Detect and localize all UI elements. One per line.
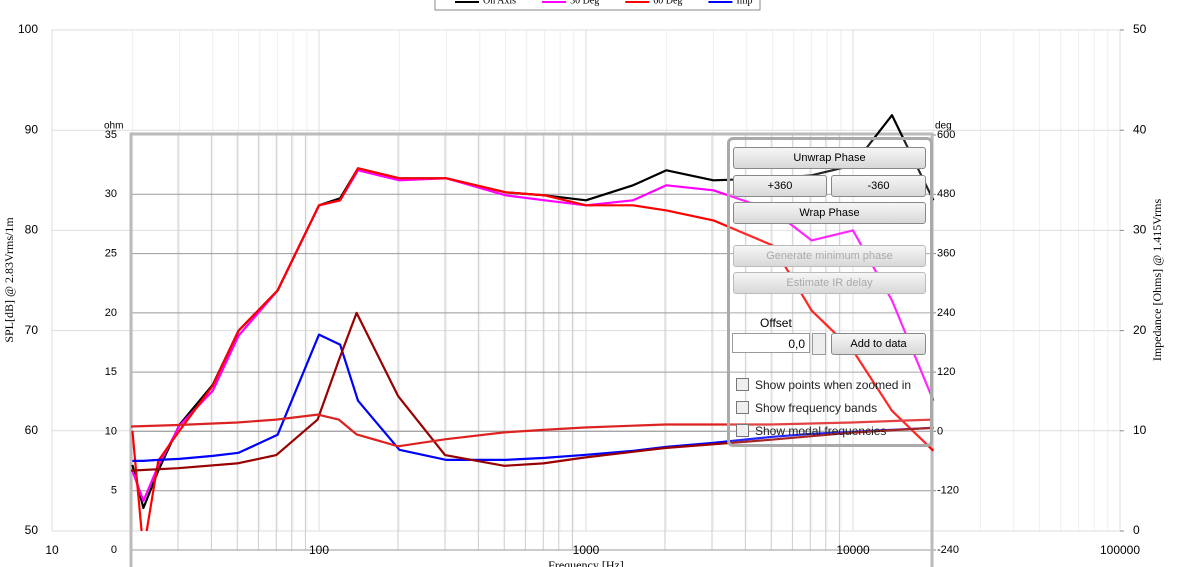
x-tick-label: 1000 (573, 543, 600, 557)
y-tick-label: 100 (18, 22, 38, 36)
series-line (132, 333, 934, 462)
y-tick-label: 90 (25, 122, 39, 136)
y-tick-label: 60 (25, 423, 39, 437)
y-tick-label: 50 (25, 523, 39, 537)
y2-tick-label: -240 (937, 544, 959, 556)
y-tick-label: 15 (105, 366, 117, 378)
y2-tick-label: 240 (937, 307, 955, 319)
x-tick-label: 100000 (1100, 543, 1140, 557)
y-tick-label: 30 (105, 188, 117, 200)
y-tick-label: 80 (25, 223, 39, 237)
y2-tick-label: 20 (1133, 323, 1147, 337)
checkbox[interactable]: Show modal frequencies (736, 424, 886, 438)
x-tick-label: 10000 (836, 543, 870, 557)
checkbox-label: Show frequency bands (755, 401, 878, 415)
inset-y-title: ohm (104, 121, 123, 132)
y2-tick-label: 10 (1133, 423, 1147, 437)
y2-tick-label: 0 (1133, 523, 1140, 537)
legend-label: Imp (736, 0, 752, 6)
y2-tick-label: -120 (937, 485, 959, 497)
y-axis-title: SPL[dB] @ 2.83Vrms/1m (2, 217, 16, 343)
x-axis-title: Frequency [Hz] (548, 558, 624, 567)
legend-label: 60 Deg (653, 0, 682, 6)
minus-button[interactable]: -360 (831, 175, 926, 197)
minphase-button: Generate minimum phase (733, 245, 926, 267)
irdelay-button: Estimate IR delay (733, 272, 926, 294)
checkbox[interactable]: Show frequency bands (736, 401, 877, 415)
y2-axis-title: Impedance [Ohms] @ 1.415Vrms (1150, 199, 1164, 362)
y2-tick-label: 40 (1133, 122, 1147, 136)
y2-tick-label: 600 (937, 129, 955, 141)
series-line (131, 167, 935, 531)
y2-tick-label: 0 (937, 425, 943, 437)
x-tick-label: 100 (309, 543, 329, 557)
y-tick-label: 70 (25, 323, 39, 337)
spinner[interactable] (812, 333, 826, 355)
offset-input[interactable]: 0,0 (732, 333, 810, 353)
y2-tick-label: 120 (937, 366, 955, 378)
offset-label: Offset (760, 316, 792, 330)
checkbox[interactable]: Show points when zoomed in (736, 378, 911, 392)
y2-tick-label: 360 (937, 247, 955, 259)
phase-panel: Unwrap Phase +360 -360 Wrap Phase Genera… (727, 137, 933, 447)
legend-label: 30 Deg (570, 0, 599, 6)
unwrap-button[interactable]: Unwrap Phase (733, 147, 926, 169)
y-tick-label: 0 (111, 544, 117, 556)
checkbox-label: Show modal frequencies (755, 424, 887, 438)
checkbox-label: Show points when zoomed in (755, 378, 912, 392)
y2-tick-label: 50 (1133, 22, 1147, 36)
y2-tick-label: 480 (937, 188, 955, 200)
inset-y2-title: deg (935, 121, 952, 132)
y-tick-label: 25 (105, 247, 117, 259)
series-line (131, 413, 932, 448)
y-tick-label: 20 (105, 307, 117, 319)
plus-button[interactable]: +360 (733, 175, 827, 197)
y-tick-label: 5 (111, 485, 117, 497)
x-tick-label: 10 (45, 543, 59, 557)
wrap-button[interactable]: Wrap Phase (733, 202, 926, 224)
y2-tick-label: 30 (1133, 223, 1147, 237)
series-line (131, 311, 932, 472)
legend-label: On Axis (483, 0, 516, 6)
y-tick-label: 35 (105, 129, 117, 141)
legend (434, 0, 761, 11)
y-tick-label: 10 (105, 425, 117, 437)
add-button[interactable]: Add to data (831, 333, 926, 355)
